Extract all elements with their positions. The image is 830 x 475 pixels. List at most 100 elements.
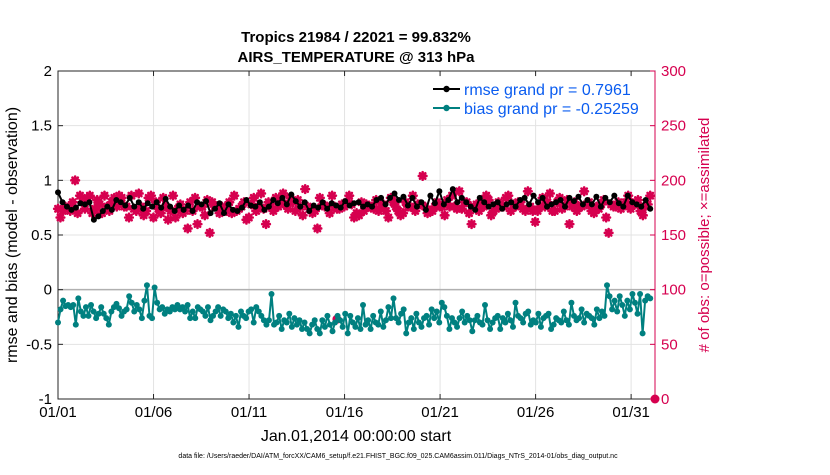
bias-series-point (192, 315, 199, 322)
rmse-series-point (319, 199, 326, 206)
bias-series-point (243, 315, 250, 322)
rmse-series-point (131, 203, 138, 210)
bias-series-point (210, 312, 217, 319)
rmse-series-point (55, 189, 61, 196)
bias-series-point (637, 291, 644, 298)
rmse-series-point (579, 201, 586, 208)
bias-series-point (446, 326, 453, 333)
rmse-series-point (431, 200, 438, 207)
bias-series-point (624, 297, 631, 304)
rmse-series-point (364, 201, 371, 208)
rmse-series-point (265, 203, 272, 210)
rmse-series-point (59, 199, 66, 206)
rmse-series-point (229, 206, 236, 213)
bias-series-point (436, 319, 443, 326)
bias-series-point (217, 312, 224, 319)
bias-series-point (387, 315, 394, 322)
bias-series-point (441, 304, 448, 311)
x-tick-label: 01/01 (39, 404, 77, 421)
obs-count-marker (326, 190, 338, 201)
rmse-series-point (391, 190, 398, 197)
bias-series-point (517, 315, 524, 322)
obs-count-marker (148, 212, 159, 223)
bias-series-point (403, 330, 410, 337)
obs-count-marker (503, 190, 514, 201)
rmse-series-point (539, 194, 546, 201)
bias-series-point (306, 330, 313, 337)
rmse-series-point (553, 199, 560, 206)
obs-count-marker (579, 186, 590, 197)
chart-title-line2: AIRS_TEMPERATURE @ 313 hPa (238, 49, 476, 66)
bias-series-point (629, 291, 636, 298)
legend-background (427, 76, 652, 120)
obs-count-marker (601, 212, 612, 223)
bias-series-point (352, 323, 359, 330)
rmse-series-point (221, 210, 228, 217)
obs-count-marker (192, 218, 203, 230)
rmse-series-point (463, 199, 470, 206)
rmse-series-point (544, 203, 551, 210)
rmse-series-point (90, 216, 97, 223)
rmse-series-point (373, 197, 380, 204)
bias-series-point (525, 308, 532, 315)
rmse-series-point (454, 199, 461, 206)
rmse-series-point (297, 203, 304, 210)
obs-count-marker (464, 208, 475, 219)
bias-series-point (609, 306, 616, 313)
bias-series-point (141, 297, 148, 304)
rmse-series-point (472, 206, 479, 213)
bias-series-point (179, 304, 186, 311)
obs-count-marker (530, 216, 541, 227)
bias-series-point (75, 295, 82, 302)
bias-series-point (138, 315, 145, 322)
bias-series-point (464, 312, 471, 319)
rmse-series-point (108, 206, 115, 213)
rmse-series-point (548, 201, 555, 208)
bias-series-point (248, 306, 255, 313)
obs-count-marker (99, 190, 110, 201)
bias-series-point (253, 304, 260, 311)
bias-series-point (309, 321, 316, 328)
rmse-series-point (180, 206, 187, 213)
bias-series-point (227, 310, 234, 317)
obs-count-marker (84, 190, 95, 201)
bias-series-point (126, 293, 133, 300)
bias-series-point (357, 326, 364, 333)
rmse-series-point (503, 201, 510, 208)
rmse-series-point (360, 203, 367, 210)
bias-series-point (72, 321, 79, 328)
rmse-series-point (216, 200, 223, 207)
bias-series-point (80, 312, 87, 319)
rmse-series-point (306, 207, 313, 214)
bias-series-point (296, 317, 303, 324)
rmse-series-point (400, 193, 407, 200)
rmse-series-point (588, 201, 595, 208)
bias-series-point (520, 319, 527, 326)
rmse-series-point (575, 193, 582, 200)
rmse-series-point (395, 197, 402, 204)
bias-series-point (174, 301, 181, 308)
rmse-series-point (122, 202, 129, 209)
bias-series-point (161, 310, 168, 317)
bias-series-point (382, 317, 389, 324)
bias-series-point (268, 291, 275, 298)
rmse-series-point (162, 195, 169, 202)
bias-series-point (288, 323, 295, 330)
bias-series-point (621, 312, 628, 319)
y-left-tick-label: 0.5 (31, 227, 52, 244)
obs-count-marker (70, 175, 81, 186)
bias-series-point (250, 319, 257, 326)
bias-series-point (370, 312, 377, 319)
obs-point-marker (650, 394, 660, 404)
rmse-series-point (261, 206, 268, 213)
bias-series-point (202, 312, 209, 319)
rmse-series-point (342, 198, 349, 205)
bias-series-point (85, 312, 92, 319)
bias-series-point (113, 300, 120, 307)
bias-series-point (448, 315, 455, 322)
bias-series-point (265, 317, 272, 324)
y-axis-label-left: rmse and bias (model - observation) (4, 107, 21, 363)
rmse-series-point (490, 201, 497, 208)
bias-series-point (604, 282, 611, 289)
bias-series-point (151, 284, 158, 291)
